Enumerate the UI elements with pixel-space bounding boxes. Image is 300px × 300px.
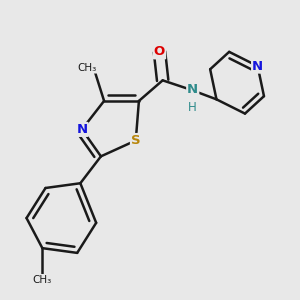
Text: N: N [187, 83, 198, 96]
Text: CH₃: CH₃ [33, 275, 52, 285]
Text: N: N [76, 123, 88, 136]
Text: CH₃: CH₃ [77, 63, 96, 73]
Text: S: S [131, 134, 141, 147]
Text: O: O [154, 45, 165, 58]
Text: N: N [252, 60, 263, 73]
Text: H: H [188, 101, 197, 114]
